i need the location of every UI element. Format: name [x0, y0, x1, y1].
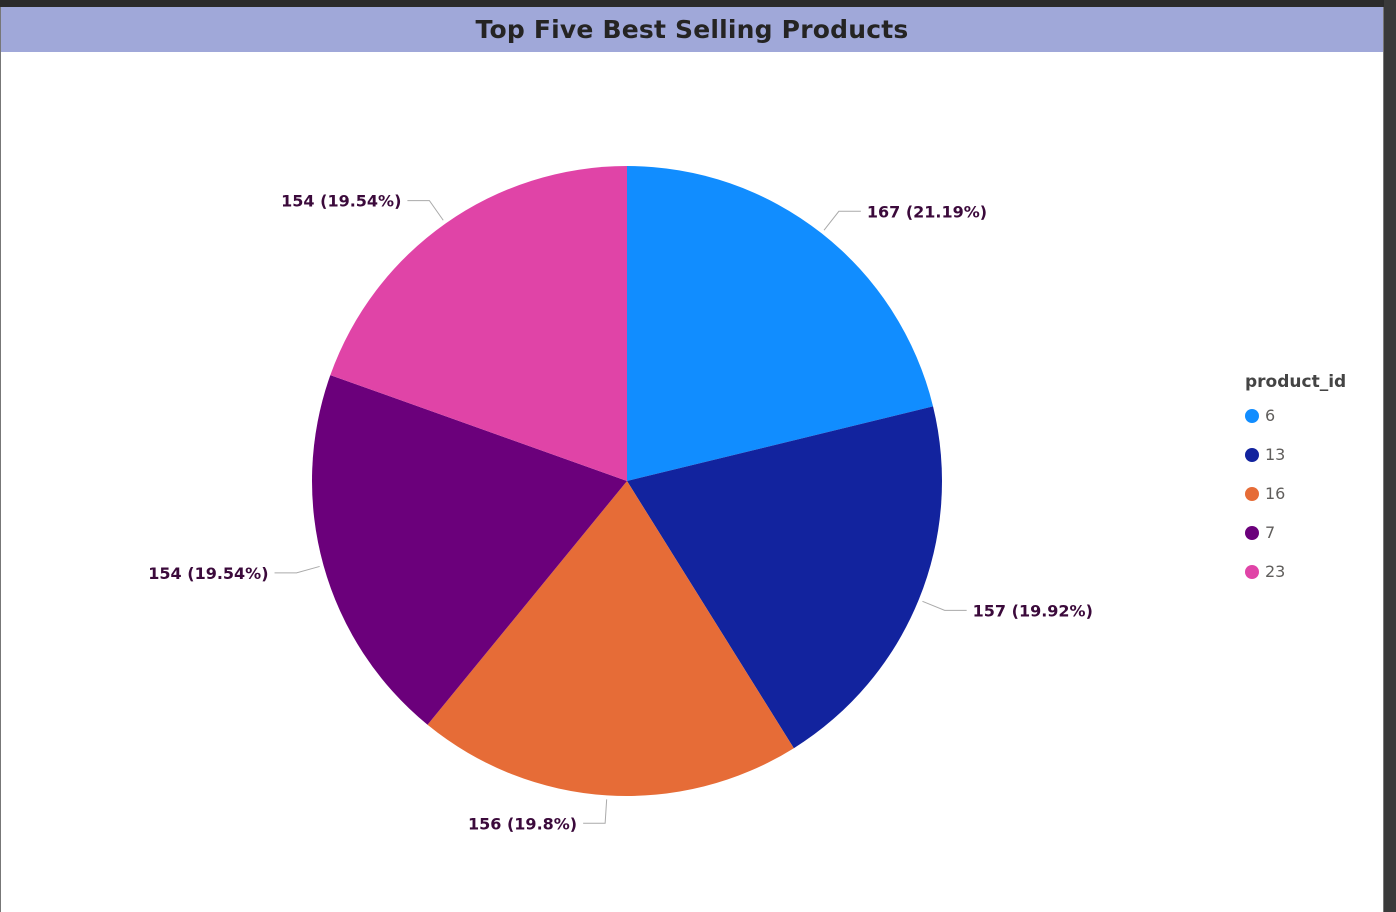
- legend-item[interactable]: 7: [1245, 513, 1346, 552]
- legend-item[interactable]: 16: [1245, 474, 1346, 513]
- leader-line: [407, 200, 444, 221]
- legend: product_id 6 13 16 7 23: [1245, 372, 1346, 591]
- legend-dot-icon: [1245, 408, 1259, 423]
- legend-label: 13: [1265, 445, 1286, 464]
- leader-line: [922, 600, 967, 611]
- data-label: 154 (19.54%): [281, 192, 401, 211]
- leader-line: [583, 799, 608, 824]
- pie-slice-6[interactable]: [627, 166, 934, 481]
- pie-slice-16[interactable]: [427, 481, 794, 796]
- legend-dot-icon: [1245, 564, 1259, 579]
- pie-slice-7[interactable]: [311, 375, 627, 725]
- pie-slice-13[interactable]: [627, 406, 942, 749]
- data-label: 156 (19.8%): [468, 814, 577, 833]
- legend-items: 6 13 16 7 23: [1245, 396, 1346, 591]
- window-edge: [1384, 0, 1396, 912]
- legend-item[interactable]: 13: [1245, 435, 1346, 474]
- leader-line: [823, 210, 861, 231]
- pie-chart: 167 (21.19%) 157 (19.92%) 156 (19.8%) 154 (…: [148, 166, 1093, 833]
- legend-label: 23: [1265, 562, 1286, 581]
- data-label: 157 (19.92%): [973, 601, 1093, 620]
- data-label: 167 (21.19%): [867, 202, 987, 221]
- data-label: 154 (19.54%): [148, 564, 268, 583]
- pie-slice-23[interactable]: [330, 166, 627, 481]
- legend-dot-icon: [1245, 447, 1259, 462]
- title-bar: Top Five Best Selling Products: [1, 7, 1383, 52]
- legend-item[interactable]: 23: [1245, 552, 1346, 591]
- legend-item[interactable]: 6: [1245, 396, 1346, 435]
- legend-label: 16: [1265, 484, 1286, 503]
- legend-dot-icon: [1245, 525, 1259, 540]
- legend-title: product_id: [1245, 372, 1347, 392]
- chart-title: Top Five Best Selling Products: [475, 15, 909, 44]
- legend-dot-icon: [1245, 486, 1259, 501]
- legend-label: 7: [1265, 523, 1276, 542]
- legend-label: 6: [1265, 406, 1276, 425]
- leader-line: [274, 565, 320, 574]
